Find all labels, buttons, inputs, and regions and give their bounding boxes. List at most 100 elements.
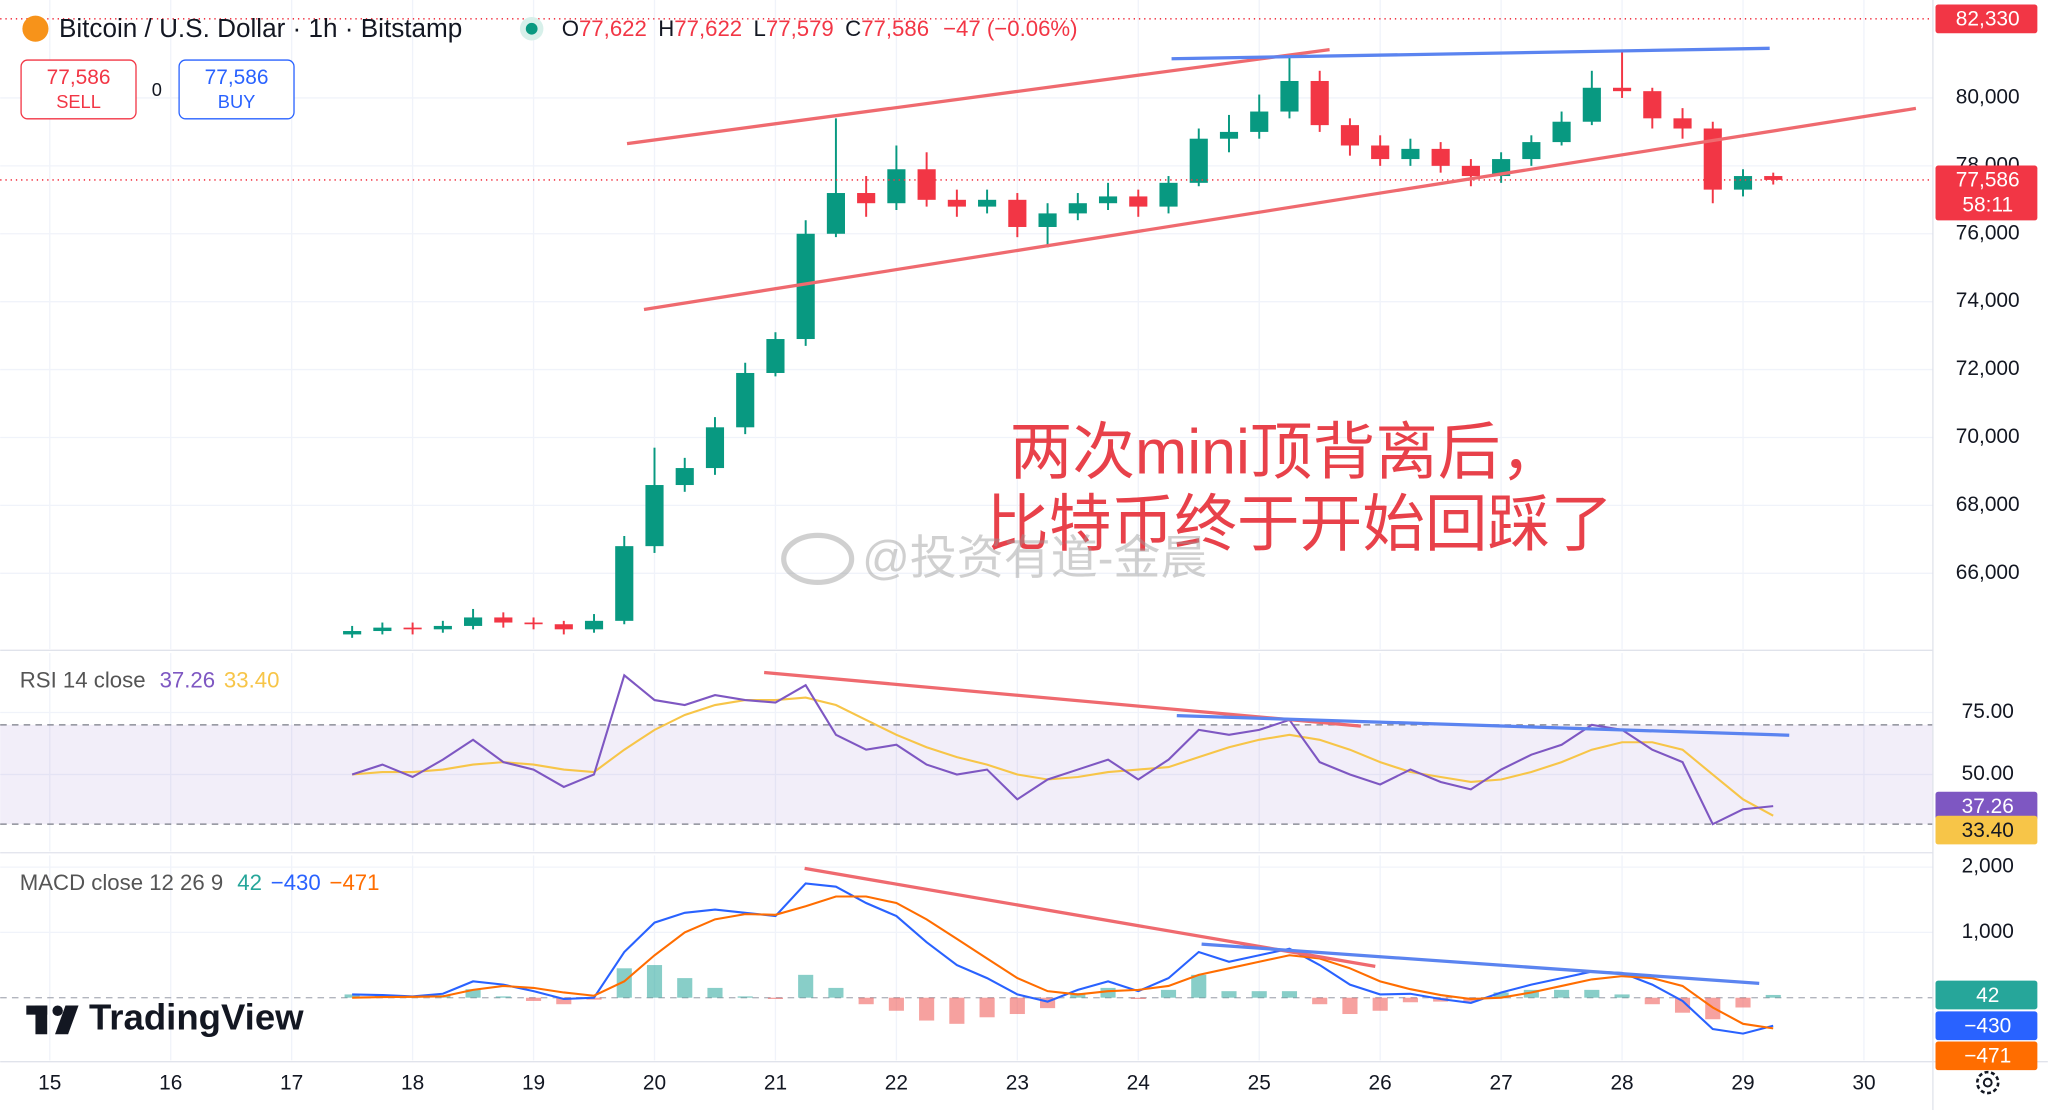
x-tick-label: 28: [1610, 1071, 1633, 1094]
candle-body: [1371, 145, 1390, 160]
histogram-bar: [858, 997, 874, 1005]
buy-price[interactable]: 77,586: [205, 66, 269, 89]
candle-body: [494, 617, 513, 623]
annotation-line: 比特币终于开始回踩了: [986, 489, 1613, 559]
settings-icon[interactable]: [1982, 1077, 1993, 1088]
ohlc-key: L: [754, 16, 766, 41]
histogram-bar: [616, 968, 632, 998]
histogram-bar: [1493, 992, 1509, 998]
candle-body: [1219, 131, 1239, 139]
candle-body: [1552, 121, 1571, 143]
candle-body: [675, 468, 694, 486]
buy-label[interactable]: BUY: [218, 91, 256, 112]
x-tick-label: 25: [1248, 1071, 1271, 1094]
histogram-bar: [1342, 997, 1358, 1015]
candle-body: [464, 617, 483, 626]
rsi-band: [0, 724, 1933, 825]
change: −47 (−0.06%): [943, 16, 1077, 41]
price-label: 82,330: [1956, 8, 2020, 31]
logo-part: [52, 1005, 63, 1016]
candle-body: [857, 193, 876, 204]
histogram-bar: [949, 997, 965, 1024]
y-tick-label: 2,000: [1962, 855, 2014, 878]
trend-line: [626, 48, 1330, 146]
histogram-bar: [979, 997, 995, 1018]
candle-body: [1673, 118, 1692, 129]
last-value-label-box: [1935, 815, 2038, 845]
last-value-label: −471: [1964, 1045, 2011, 1068]
y-tick-label: 70,000: [1956, 425, 2020, 448]
histogram-bar: [1735, 997, 1751, 1008]
candle-body: [1703, 128, 1722, 190]
x-tick-label: 16: [159, 1071, 182, 1094]
buy-button-frame[interactable]: [178, 59, 295, 120]
candle-body: [584, 620, 604, 630]
sell-label[interactable]: SELL: [56, 91, 101, 112]
candle-body: [826, 193, 845, 234]
sell-button[interactable]: 77,586 SELL: [20, 59, 137, 120]
y-tick-label: 68,000: [1956, 493, 2020, 516]
ohlc-value: 77,622: [674, 16, 742, 41]
trend-line: [643, 106, 1917, 312]
candle-body: [1522, 142, 1541, 160]
candle-body: [1340, 125, 1360, 146]
histogram-bar: [1009, 997, 1025, 1015]
candle-body: [1129, 196, 1148, 207]
y-tick-label: 74,000: [1956, 289, 2020, 312]
last-value-label-box: [1935, 1011, 2038, 1041]
candle-body: [403, 627, 422, 630]
candle-body: [917, 169, 936, 200]
candle-body: [433, 625, 452, 630]
series-line: [352, 696, 1774, 817]
x-tick-label: 21: [764, 1071, 787, 1094]
macd-value: −430: [271, 870, 321, 895]
brand-name: TradingView: [89, 997, 304, 1038]
macd-legend: MACD close 12 26 9 42 −430 −471: [20, 870, 380, 895]
sell-price[interactable]: 77,586: [47, 66, 111, 89]
y-tick-label: 80,000: [1956, 85, 2020, 108]
rsi-title: RSI 14 close: [20, 668, 146, 693]
candle-body: [1280, 80, 1299, 112]
ohlc-legend: O77,622 H77,622 L77,579 C77,586 −47 (−0.…: [562, 16, 1078, 41]
candle-body: [615, 546, 634, 621]
series-line: [352, 882, 1774, 1035]
candle-body: [1582, 87, 1601, 122]
ohlc-value: 77,586: [861, 16, 929, 41]
watermark-text: @投资有道-金晨: [862, 531, 1207, 584]
buy-button[interactable]: 77,586 BUY: [178, 59, 295, 120]
series-line: [352, 895, 1774, 1030]
last-value-label-box: [1935, 1041, 2038, 1071]
sell-button-frame[interactable]: [20, 59, 137, 120]
ohlc-value: 77,579: [766, 16, 834, 41]
candle-body: [947, 199, 966, 207]
spread: 0: [152, 79, 162, 100]
histogram-bar: [888, 997, 904, 1011]
price-label: 77,586: [1956, 169, 2020, 192]
histogram-bar: [1523, 989, 1539, 998]
histogram-bar: [677, 978, 693, 998]
x-tick-label: 17: [280, 1071, 303, 1094]
rsi-value: 37.26: [160, 668, 216, 693]
histogram-bar: [556, 997, 572, 1005]
histogram-bar: [737, 996, 753, 998]
histogram-bar: [1674, 997, 1691, 1013]
histogram-bar: [919, 997, 935, 1021]
annotation-line: 两次mini顶背离后，: [1010, 418, 1564, 488]
rsi-legend: RSI 14 close 37.26 33.40: [20, 668, 280, 693]
symbol-title: Bitcoin / U.S. Dollar · 1h · Bitstamp: [59, 13, 462, 43]
last-value-label: 33.40: [1962, 819, 2014, 842]
macd-hist-value: 42: [237, 870, 262, 895]
countdown: 58:11: [1962, 194, 2013, 217]
candle-body: [1733, 176, 1753, 190]
last-value-label: 42: [1976, 984, 1999, 1007]
histogram-bar: [1554, 989, 1570, 998]
macd-title: MACD close 12 26 9: [20, 870, 223, 895]
x-tick-label: 29: [1731, 1071, 1754, 1094]
x-tick-label: 26: [1369, 1071, 1392, 1094]
x-tick-label: 22: [885, 1071, 908, 1094]
histogram-bar: [1160, 989, 1177, 998]
histogram-bar: [1584, 989, 1600, 998]
logo-part: [35, 1005, 48, 1035]
ohlc-value: 77,622: [579, 16, 647, 41]
